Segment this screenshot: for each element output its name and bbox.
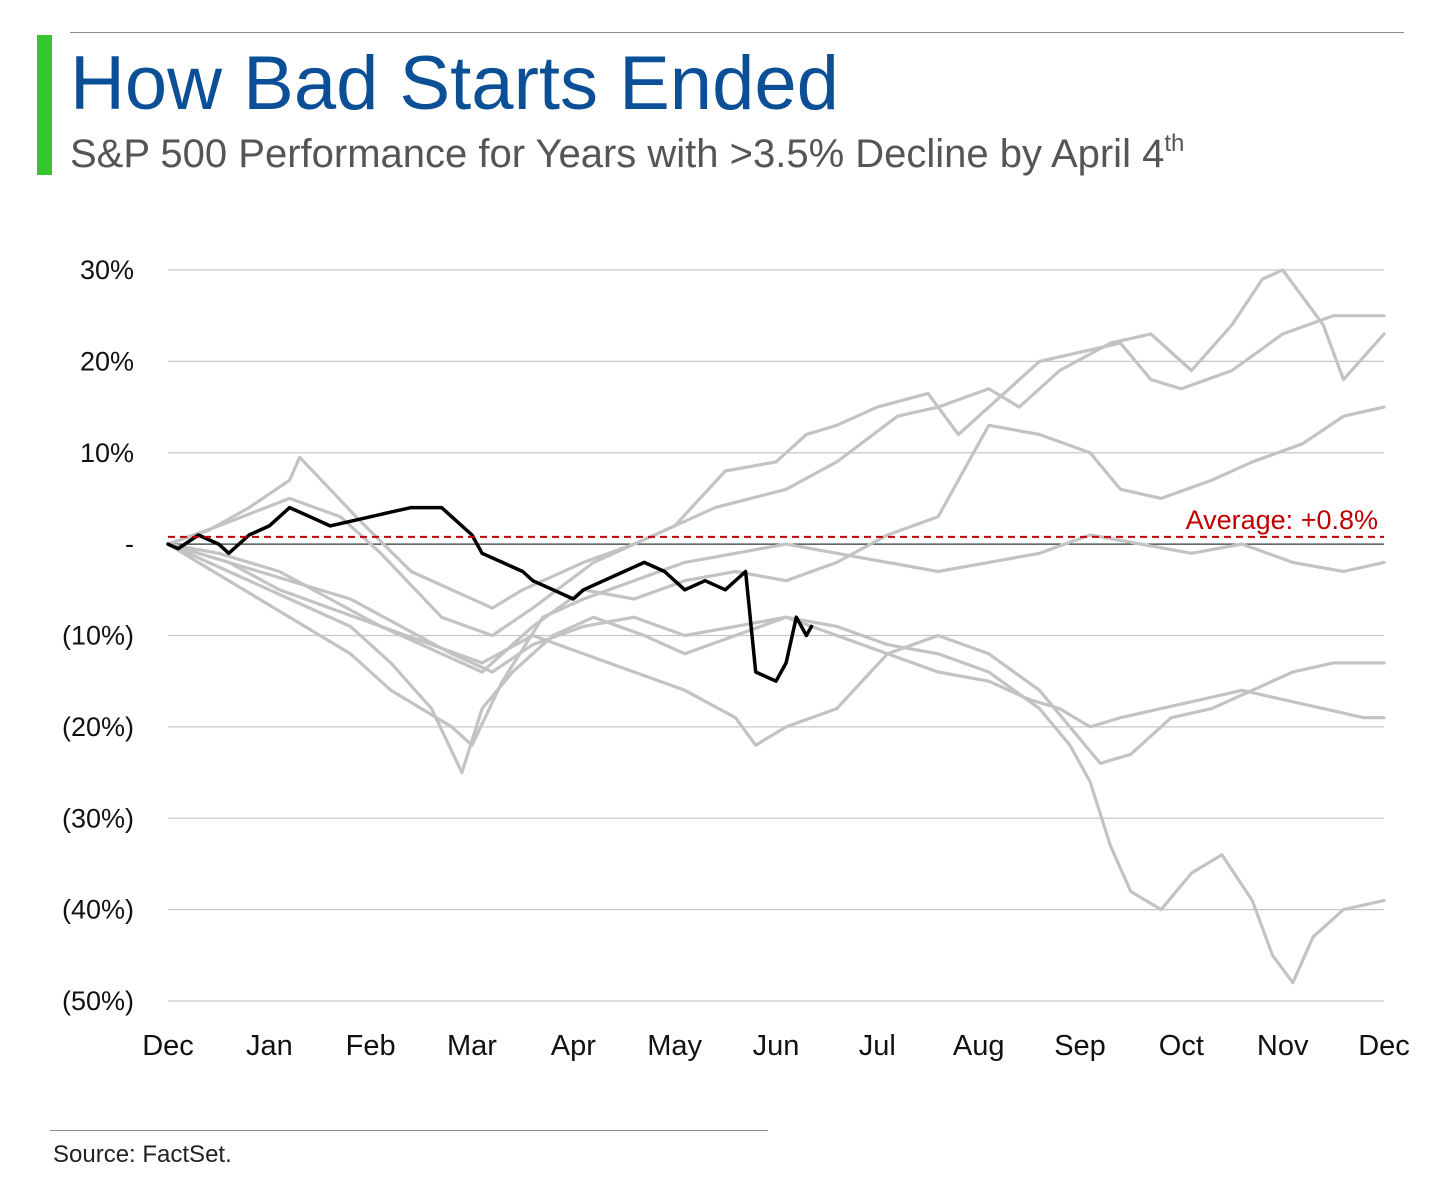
source-rule	[50, 1130, 768, 1131]
x-tick-label: Feb	[346, 1030, 396, 1062]
x-tick-label: Oct	[1159, 1030, 1204, 1062]
x-tick-label: Dec	[1358, 1030, 1410, 1062]
historical-year-line	[166, 542, 1386, 765]
y-tick-label: -	[125, 529, 134, 559]
historical-year-line	[166, 268, 1386, 638]
subtitle-text: S&P 500 Performance for Years with >3.5%…	[70, 132, 1165, 176]
line-chart: 30% 20% 10% - (10%) (20%) (30%) (40%) (50%) Dec Ja…	[62, 255, 1410, 1062]
y-tick-label: (20%)	[62, 712, 134, 742]
historical-year-line	[166, 542, 1386, 985]
chart-title: How Bad Starts Ended	[70, 41, 839, 126]
historical-year-line	[166, 533, 1386, 747]
historical-year-line	[166, 542, 1386, 729]
x-tick-label: Nov	[1257, 1030, 1309, 1062]
x-tick-label: Dec	[142, 1030, 194, 1062]
source-note: Source: FactSet.	[53, 1141, 232, 1168]
x-tick-label: May	[647, 1030, 702, 1062]
x-tick-label: Jul	[859, 1030, 896, 1062]
x-tick-label: Sep	[1054, 1030, 1106, 1062]
y-tick-label: (10%)	[62, 621, 134, 651]
x-tick-label: Aug	[953, 1030, 1005, 1062]
x-tick-label: Apr	[551, 1030, 596, 1062]
x-tick-label: Mar	[447, 1030, 497, 1062]
average-label: Average: +0.8%	[1186, 505, 1378, 535]
y-tick-label: 20%	[80, 346, 134, 376]
x-tick-label: Jun	[753, 1030, 800, 1062]
x-tick-label: Jan	[246, 1030, 293, 1062]
y-tick-label: 30%	[80, 255, 134, 285]
top-rule	[70, 32, 1404, 33]
y-tick-label: (30%)	[62, 803, 134, 833]
historical-year-line	[166, 405, 1386, 674]
chart-subtitle: S&P 500 Performance for Years with >3.5%…	[70, 128, 1184, 180]
subtitle-superscript: th	[1164, 130, 1185, 157]
accent-bar	[37, 35, 52, 175]
current-year-line	[166, 505, 814, 683]
y-tick-label: (40%)	[62, 895, 134, 925]
y-tick-label: 10%	[80, 438, 134, 468]
y-tick-label: (50%)	[62, 986, 134, 1016]
historical-year-line	[166, 314, 1386, 610]
